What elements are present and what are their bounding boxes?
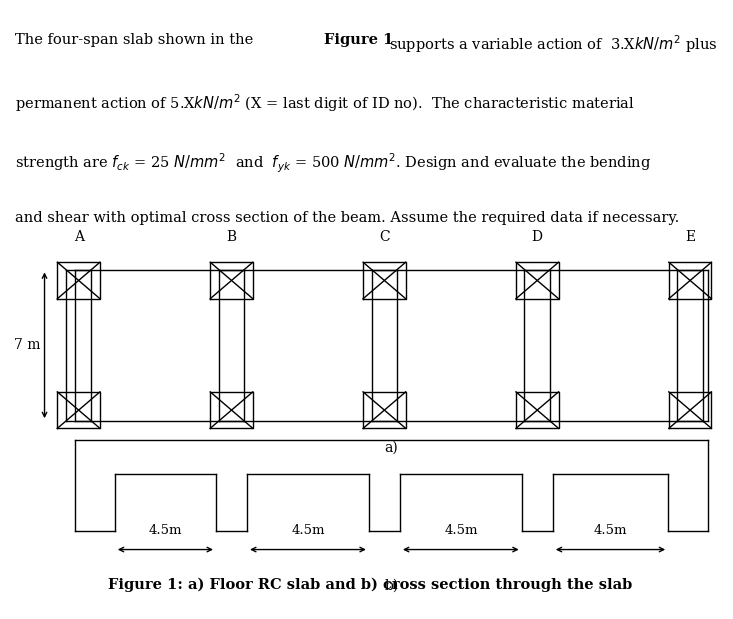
Text: b): b) <box>384 579 399 593</box>
Text: supports a variable action of  3.X$kN/m^2$ plus: supports a variable action of 3.X$kN/m^2… <box>389 33 718 54</box>
Text: D: D <box>531 230 542 244</box>
Text: 4.5m: 4.5m <box>149 524 182 537</box>
Text: E: E <box>685 230 695 244</box>
Text: A: A <box>73 230 84 244</box>
Text: a): a) <box>385 441 398 455</box>
Text: and shear with optimal cross section of the beam. Assume the required data if ne: and shear with optimal cross section of … <box>15 211 679 225</box>
Text: Figure 1: a) Floor RC slab and b) cross section through the slab: Figure 1: a) Floor RC slab and b) cross … <box>108 578 633 592</box>
Text: B: B <box>226 230 237 244</box>
Text: C: C <box>379 230 390 244</box>
Text: 7 m: 7 m <box>15 339 41 352</box>
Text: permanent action of 5.X$kN/m^2$ (X = last digit of ID no).  The characteristic m: permanent action of 5.X$kN/m^2$ (X = las… <box>15 92 635 114</box>
Text: 4.5m: 4.5m <box>444 524 478 537</box>
Text: strength are $f_{ck}$ = 25 $N/mm^2$  and  $f_{yk}$ = 500 $N/mm^2$. Design and ev: strength are $f_{ck}$ = 25 $N/mm^2$ and … <box>15 152 651 175</box>
Text: 4.5m: 4.5m <box>291 524 325 537</box>
Text: 4.5m: 4.5m <box>594 524 627 537</box>
Text: The four-span slab shown in the: The four-span slab shown in the <box>15 33 257 47</box>
Text: Figure 1: Figure 1 <box>324 33 394 47</box>
